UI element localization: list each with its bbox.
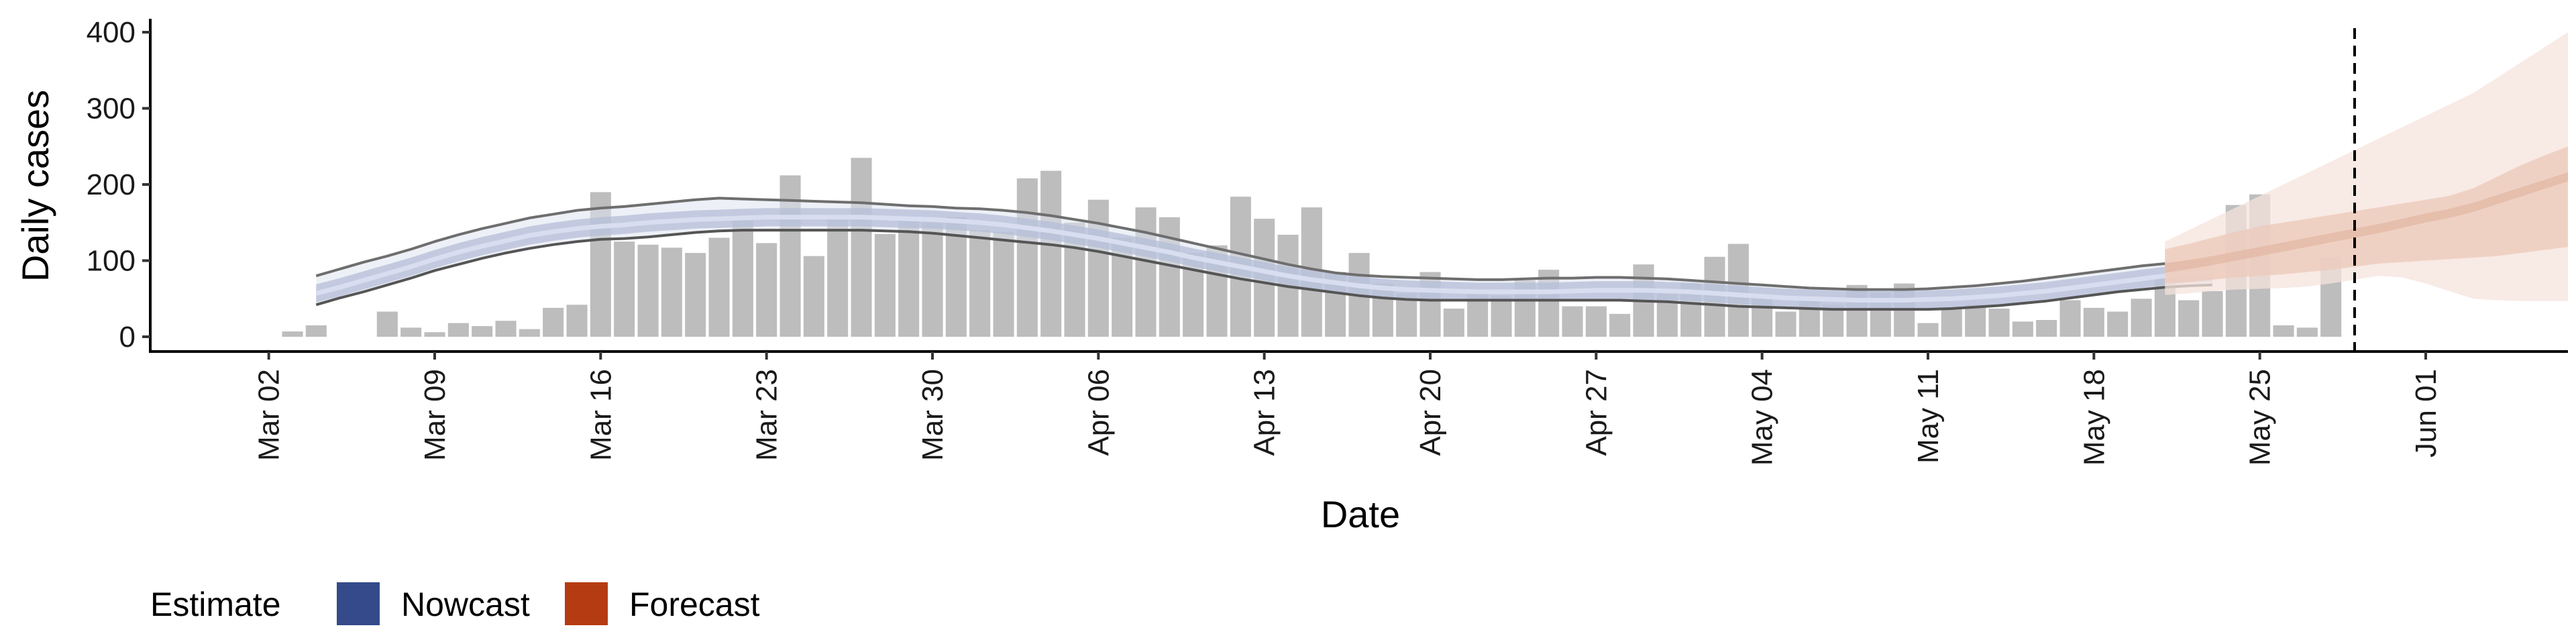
bar: [1775, 311, 1796, 337]
bar: [2107, 311, 2129, 337]
bar: [2178, 300, 2200, 337]
x-tick-label: Apr 06: [1082, 369, 1115, 456]
bar: [969, 230, 991, 337]
y-tick-label: 400: [87, 16, 136, 49]
bar: [1965, 305, 1986, 337]
bar: [922, 222, 943, 337]
bar: [1988, 309, 2010, 337]
bar: [1016, 178, 1038, 337]
bar: [685, 253, 706, 337]
forecast-median-band: [2165, 172, 2568, 273]
bar: [543, 307, 564, 337]
forecast-band: [2165, 32, 2568, 301]
legend-title: Estimate: [150, 586, 281, 623]
bar: [424, 332, 445, 337]
x-tick-label: May 25: [2244, 369, 2277, 466]
bar: [1917, 323, 1939, 337]
legend: Estimate Nowcast Forecast: [150, 582, 760, 625]
nowcast-inner-interval: [316, 208, 2212, 310]
legend-swatch-nowcast: [337, 582, 380, 625]
bar: [495, 321, 517, 337]
x-tick-label: May 11: [1912, 369, 1945, 464]
bar: [2131, 299, 2152, 337]
y-tick-label: 0: [119, 321, 136, 354]
bar: [1040, 170, 1062, 337]
x-tick-label: Apr 13: [1248, 369, 1281, 456]
bar: [2273, 325, 2294, 337]
bar: [851, 158, 872, 337]
y-axis-title: Daily cases: [14, 90, 56, 282]
bar: [282, 331, 303, 337]
bar: [2012, 321, 2033, 337]
x-tick-label: Mar 16: [584, 369, 617, 461]
x-tick-label: May 04: [1746, 369, 1779, 466]
x-axis-title: Date: [1321, 493, 1400, 535]
bar: [1562, 306, 1583, 337]
bar: [1941, 307, 1962, 337]
bar: [732, 219, 753, 337]
nowcast-median-line: [315, 215, 2213, 303]
nowcast-band: [315, 197, 2213, 311]
bar: [1135, 207, 1157, 337]
x-tick-label: Mar 02: [253, 369, 286, 461]
y-tick-label: 300: [87, 93, 136, 125]
bar: [400, 327, 422, 337]
x-tick-label: May 18: [2078, 369, 2110, 466]
y-tick-label: 100: [87, 245, 136, 278]
bar: [1585, 306, 1607, 337]
x-axis-ticks: Mar 02 Mar 09 Mar 16 Mar 23 Mar 30 Apr 06 Apr …: [253, 352, 2443, 466]
daily-cases-bars: [282, 158, 2342, 337]
y-axis-ticks: 0 100 200 300 400: [87, 16, 150, 354]
x-tick-label: Mar 09: [419, 369, 451, 461]
bar: [874, 233, 896, 337]
bar: [614, 241, 635, 337]
bar: [2036, 320, 2057, 337]
bar: [708, 237, 730, 337]
nowcast-upper-bound-line: [315, 197, 2213, 291]
bar: [661, 248, 682, 337]
x-tick-label: Apr 20: [1414, 369, 1447, 456]
bar: [993, 231, 1014, 337]
bar: [2202, 290, 2223, 337]
bar: [1087, 199, 1109, 337]
x-tick-label: Mar 30: [916, 369, 949, 461]
bar: [898, 216, 920, 337]
x-tick-label: Mar 23: [751, 369, 784, 461]
bar: [447, 323, 469, 337]
bar: [756, 243, 777, 337]
bar: [1609, 313, 1631, 337]
bar: [827, 215, 849, 337]
legend-label-forecast: Forecast: [629, 586, 760, 623]
bar: [637, 244, 659, 337]
bar: [2296, 327, 2318, 337]
bar: [1491, 295, 1512, 337]
x-tick-label: Jun 01: [2410, 369, 2443, 458]
bar: [472, 326, 493, 337]
nowcast-lower-bound-line: [315, 229, 2213, 311]
legend-swatch-forecast: [565, 582, 608, 625]
bar: [376, 311, 398, 337]
x-tick-label: Apr 27: [1580, 369, 1613, 456]
bar: [566, 305, 588, 337]
bar: [2059, 300, 2081, 337]
bar: [305, 325, 327, 337]
y-tick-label: 200: [87, 168, 136, 201]
bar: [519, 329, 540, 337]
bar: [2083, 307, 2104, 337]
bar: [803, 256, 824, 337]
bar: [1443, 309, 1464, 337]
legend-label-nowcast: Nowcast: [401, 586, 530, 623]
